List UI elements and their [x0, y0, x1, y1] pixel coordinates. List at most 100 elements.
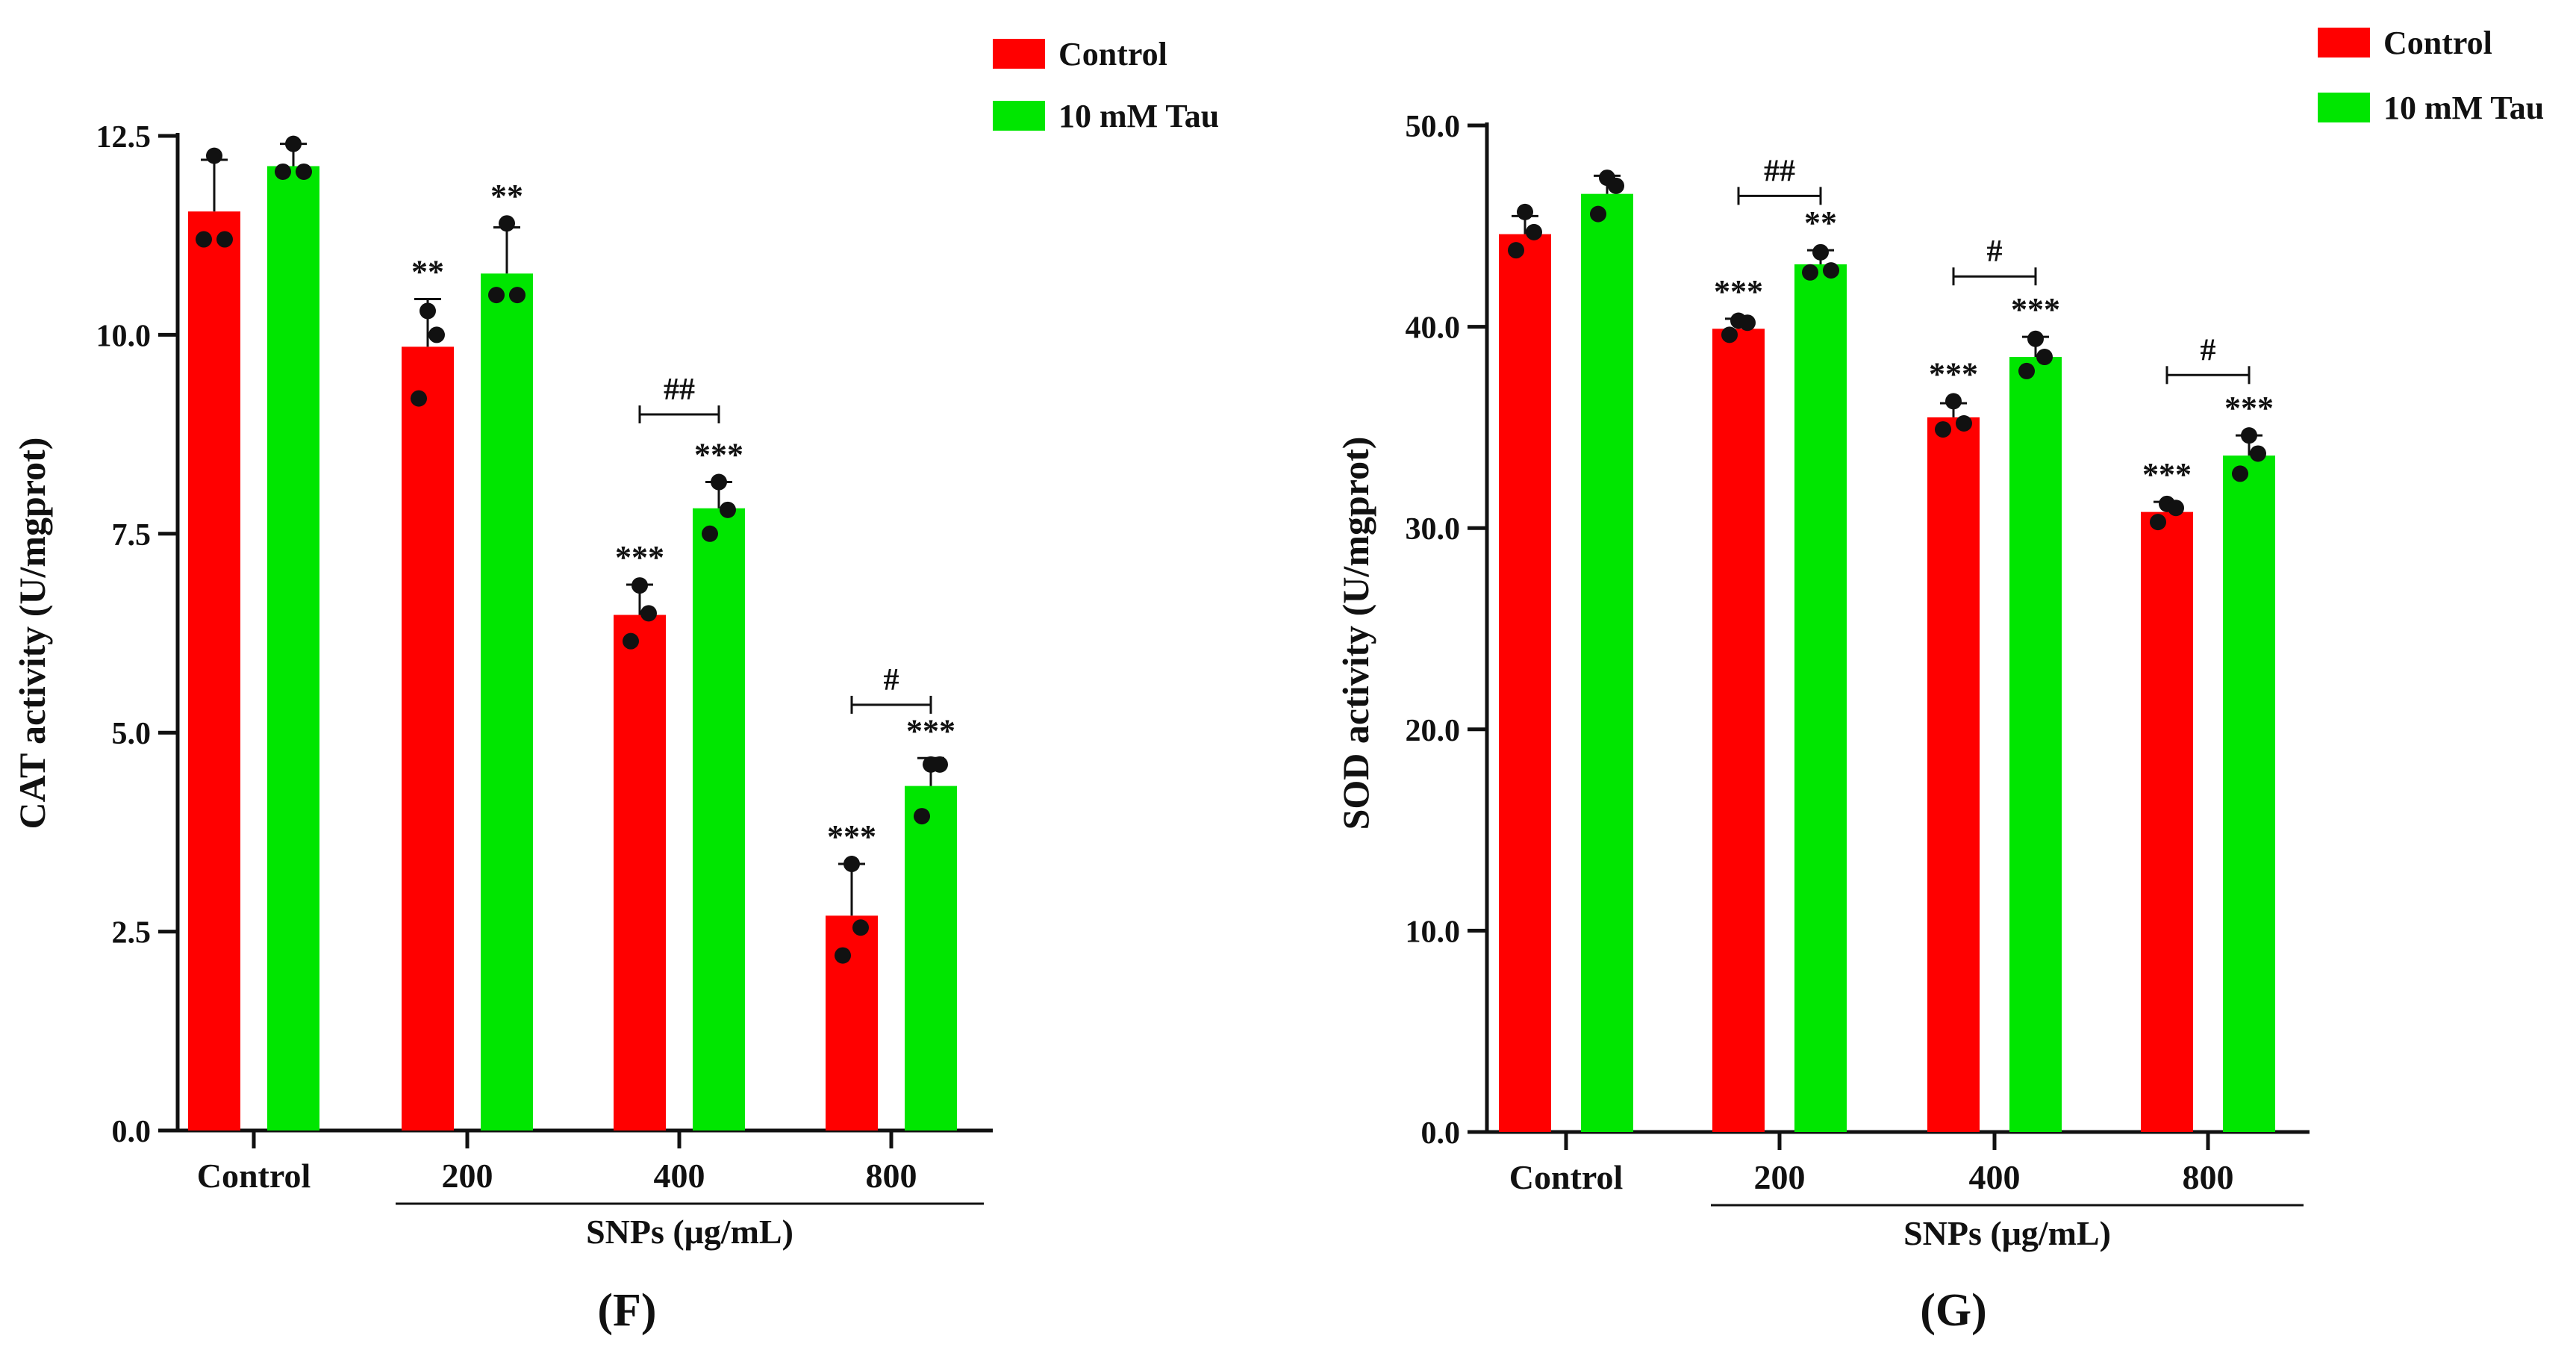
x-tick-label: 800	[866, 1157, 917, 1195]
significance-stars: **	[1804, 205, 1837, 241]
x-tick-label: Control	[197, 1157, 311, 1195]
bar-control	[402, 346, 454, 1130]
data-point	[720, 501, 736, 518]
significance-stars: ***	[2224, 390, 2274, 426]
y-axis-label: CAT activity (U/mgprot)	[11, 438, 53, 830]
bar-control	[826, 915, 878, 1130]
data-point	[420, 302, 436, 320]
legend-swatch	[993, 39, 1045, 69]
bar-tau	[481, 273, 533, 1131]
data-point	[914, 808, 930, 825]
bar-control	[1712, 329, 1765, 1132]
data-point	[216, 231, 233, 248]
legend-swatch	[2318, 28, 2370, 57]
panel-label: (F)	[597, 1285, 656, 1336]
data-point	[2168, 500, 2184, 517]
bar-tau	[2223, 455, 2275, 1132]
data-point	[428, 326, 445, 343]
data-point	[411, 390, 427, 407]
data-point	[1739, 314, 1756, 332]
bracket-label: ##	[664, 373, 695, 407]
x-tick-label: 200	[1754, 1158, 1806, 1196]
y-tick-label: 2.5	[112, 916, 152, 951]
x-tick-label: 400	[654, 1157, 705, 1195]
group-label: SNPs (μg/mL)	[586, 1213, 793, 1251]
y-tick-label: 0.0	[1421, 1116, 1461, 1151]
y-tick-label: 0.0	[112, 1115, 152, 1149]
data-point	[488, 287, 505, 304]
legend-swatch	[2318, 93, 2370, 122]
bar-control	[1927, 417, 1980, 1132]
significance-stars: ***	[2011, 291, 2060, 328]
group-label: SNPs (μg/mL)	[1903, 1214, 2111, 1252]
data-point	[275, 163, 291, 180]
legend-label: Control	[1058, 36, 1167, 72]
x-tick-label: 200	[442, 1157, 493, 1195]
data-point	[702, 525, 718, 542]
y-tick-label: 30.0	[1406, 512, 1461, 547]
data-point	[1945, 393, 1962, 410]
panel-label: (G)	[1920, 1285, 1987, 1336]
bracket-label: #	[1987, 234, 2003, 269]
data-point	[509, 287, 526, 304]
y-tick-label: 10.0	[96, 319, 152, 353]
bar-control	[1499, 234, 1551, 1133]
bar-control	[2141, 511, 2193, 1132]
data-point	[1935, 421, 1951, 438]
bracket-label: ##	[1764, 154, 1795, 188]
x-tick-label: 400	[1969, 1158, 2021, 1196]
bar-tau	[1581, 193, 1633, 1132]
x-tick-label: Control	[1509, 1158, 1624, 1196]
data-point	[623, 632, 639, 650]
legend-label: Control	[2383, 25, 2492, 61]
y-axis-label: SOD activity (U/mgprot)	[1335, 437, 1376, 830]
legend-swatch	[993, 101, 1045, 131]
significance-stars: **	[490, 178, 523, 214]
significance-stars: ***	[2142, 456, 2192, 493]
data-point	[1802, 264, 1818, 281]
bar-tau	[267, 166, 319, 1130]
significance-stars: ***	[827, 818, 876, 855]
data-point	[1608, 177, 1624, 194]
data-point	[631, 577, 648, 594]
data-point	[2250, 445, 2266, 462]
data-point	[1956, 415, 1972, 432]
data-point	[2018, 362, 2035, 379]
chart-panel-sod: 0.0 10.0 20.0 30.0 40.0 50.0 Control 200 400 800 S…	[1335, 25, 2544, 1336]
data-point	[1721, 326, 1738, 343]
bracket-label: #	[884, 663, 899, 697]
bar-tau	[1794, 264, 1847, 1133]
data-point	[835, 947, 851, 964]
data-point	[711, 473, 727, 491]
data-point	[1517, 203, 1533, 220]
data-point	[285, 135, 302, 152]
bar-control	[188, 211, 240, 1131]
y-tick-label: 12.5	[96, 120, 152, 155]
bracket-label: #	[2201, 333, 2216, 367]
data-point	[852, 919, 869, 936]
significance-stars: ***	[694, 437, 743, 473]
significance-stars: ***	[1929, 355, 1978, 392]
y-tick-label: 7.5	[112, 518, 152, 553]
y-tick-label: 10.0	[1406, 915, 1461, 949]
legend-label: 10 mM Tau	[2383, 90, 2544, 126]
data-point	[206, 147, 222, 164]
data-point	[499, 215, 515, 232]
data-point	[843, 856, 860, 873]
significance-stars: **	[411, 253, 444, 290]
data-point	[2150, 514, 2166, 531]
data-point	[1508, 242, 1524, 259]
data-point	[1526, 223, 1542, 240]
legend-label: 10 mM Tau	[1058, 98, 1219, 134]
significance-stars: ***	[1714, 273, 1763, 310]
data-point	[932, 756, 948, 773]
data-point	[1590, 205, 1606, 223]
significance-stars: ***	[906, 712, 955, 749]
bar-tau	[693, 508, 745, 1130]
y-tick-label: 5.0	[112, 717, 152, 751]
data-point	[2232, 465, 2248, 482]
chart-panel-cat: 0.0 2.5 5.0 7.5 10.0 12.5 Control 200 400 800 SNPs…	[11, 36, 1219, 1336]
bar-control	[614, 615, 666, 1130]
bar-tau	[2009, 357, 2062, 1132]
